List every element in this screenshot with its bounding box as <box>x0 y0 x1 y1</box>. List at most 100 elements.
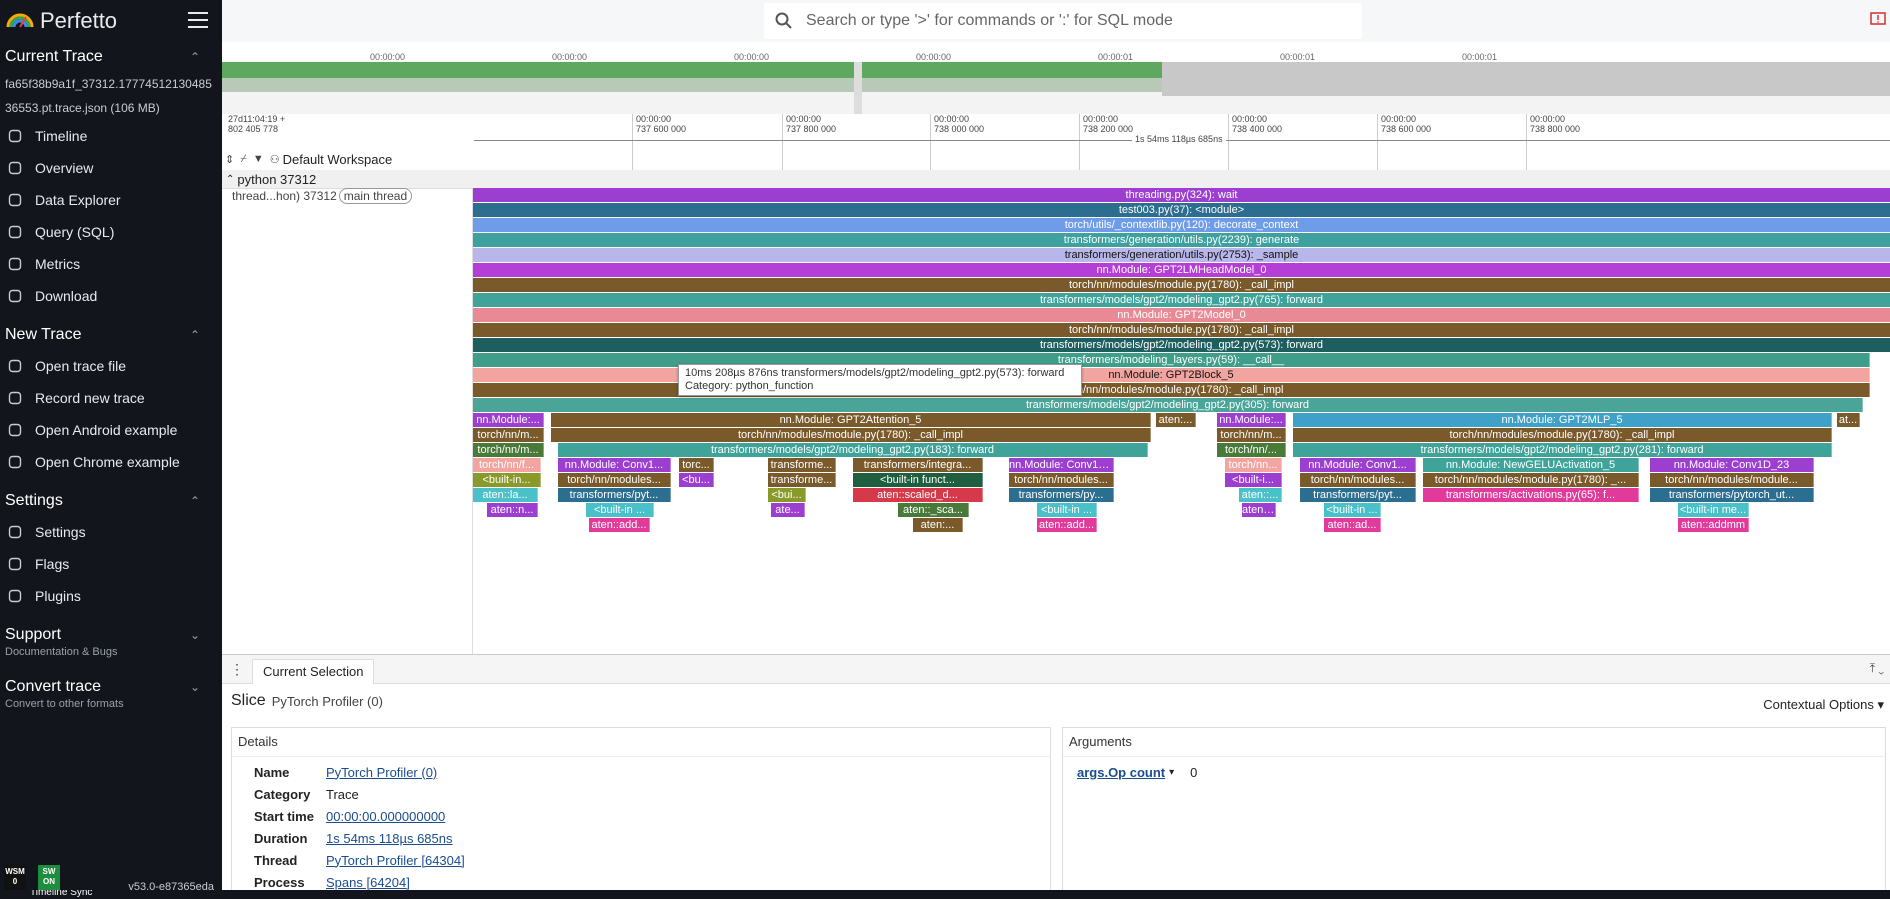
service-worker-badge[interactable]: SW ON <box>38 865 60 891</box>
chevron-down-icon[interactable]: ⌄ <box>189 680 200 694</box>
flame-slice[interactable]: <built-in me... <box>1678 503 1749 517</box>
flame-slice[interactable]: transformers/py... <box>1009 488 1114 502</box>
flame-slice[interactable]: nn.Module: NewGELUActivation_5 <box>1423 458 1639 472</box>
flame-slice[interactable]: aten::add... <box>1037 518 1097 532</box>
flame-slice[interactable]: torch/nn/modules/module.py(1780): _call_… <box>551 428 1151 442</box>
flame-slice[interactable]: <built-i... <box>1225 473 1282 487</box>
sidebar-item-download[interactable]: Download <box>0 280 222 312</box>
sidebar-item-settings[interactable]: Settings <box>0 516 222 548</box>
flame-slice[interactable]: transformers/pyt... <box>1300 488 1416 502</box>
overview-window-handle[interactable] <box>854 62 862 114</box>
flame-slice[interactable]: torch/nn/modules... <box>1300 473 1416 487</box>
time-axis[interactable]: 27d11:04:19 +802 405 778 00:00:00 737 600… <box>222 114 1890 171</box>
process-track-header[interactable]: ⌃ python 37312 <box>222 170 1890 189</box>
flame-slice[interactable]: <built-in funct... <box>853 473 983 487</box>
flame-slice[interactable]: aten::_sca... <box>898 503 969 517</box>
flame-slice[interactable]: torch/nn/modules/module.py(1780): _call_… <box>473 323 1890 337</box>
search-input[interactable] <box>804 11 1348 31</box>
sidebar-item-query-sql[interactable]: Query (SQL) <box>0 216 222 248</box>
flame-slice[interactable]: transformers/integra... <box>853 458 983 472</box>
flame-slice[interactable]: torch/nn/modules... <box>1009 473 1114 487</box>
sidebar-item-overview[interactable]: Overview <box>0 152 222 184</box>
flame-slice[interactable]: aten::ad... <box>1324 518 1381 532</box>
tab-current-selection[interactable]: Current Selection <box>252 659 375 684</box>
flame-slice[interactable]: transformers/models/gpt2/modeling_gpt2.p… <box>473 338 1890 352</box>
flame-slice[interactable]: <built-in ... <box>1324 503 1381 517</box>
flame-slice[interactable]: transformers/generation/utils.py(2753): … <box>473 248 1890 262</box>
flame-slice[interactable]: transformers/pytorch_ut... <box>1650 488 1814 502</box>
sidebar-item-plugins[interactable]: Plugins <box>0 580 222 612</box>
flame-slice[interactable]: nn.Module: Conv1... <box>558 458 671 472</box>
flame-slice[interactable]: aten::scaled_d... <box>853 488 983 502</box>
flame-slice[interactable]: aten::n... <box>487 503 538 517</box>
detail-value[interactable]: PyTorch Profiler [64304] <box>326 852 465 868</box>
chevron-up-icon[interactable]: ⌃ <box>189 328 200 342</box>
section-header[interactable]: Settings ⌃ <box>0 486 222 516</box>
flame-slice[interactable]: transformers/models/gpt2/modeling_gpt2.p… <box>1293 443 1832 457</box>
flame-slice[interactable]: torch/nn/modules... <box>558 473 671 487</box>
flame-slice[interactable]: aten::... <box>1239 488 1282 502</box>
flame-slice[interactable]: nn.Module: GPT2Attention_5 <box>551 413 1151 427</box>
flame-slice[interactable]: aten::addmm <box>1678 518 1749 532</box>
flame-slice[interactable]: aten::la... <box>473 488 538 502</box>
chevron-up-icon[interactable]: ⌃ <box>226 173 235 185</box>
flame-slice[interactable]: torch/nn/modules/module... <box>1650 473 1814 487</box>
collapse-all-icon[interactable]: ⇕ <box>225 153 235 166</box>
sidebar-item-open-chrome-example[interactable]: Open Chrome example <box>0 446 222 478</box>
flame-slice[interactable]: threading.py(324): wait <box>473 188 1890 202</box>
flame-slice[interactable]: transformers/models/gpt2/modeling_gpt2.p… <box>473 398 1863 412</box>
sidebar-item-flags[interactable]: Flags <box>0 548 222 580</box>
sidebar-item-open-android-example[interactable]: Open Android example <box>0 414 222 446</box>
flame-slice[interactable]: torch/nn/m... <box>473 443 544 457</box>
flame-slice[interactable]: torch/nn/modules/module.py(1780): _call_… <box>473 278 1890 292</box>
detail-value[interactable]: 00:00:00.000000000 <box>326 808 446 824</box>
flame-slice[interactable]: <built-in ... <box>586 503 654 517</box>
flame-slice[interactable]: nn.Module: GPT2Model_0 <box>473 308 1890 322</box>
flame-slice[interactable]: transformers/pyt... <box>558 488 671 502</box>
error-report-icon[interactable] <box>1870 12 1886 31</box>
detail-value[interactable]: PyTorch Profiler (0) <box>326 764 438 780</box>
flame-slice[interactable]: aten:... <box>913 518 963 532</box>
flame-slice[interactable]: torc... <box>679 458 714 472</box>
contextual-options-button[interactable]: Contextual Options ▾ <box>1763 697 1884 712</box>
more-vert-icon[interactable]: ⋮ <box>230 661 244 677</box>
omnibox[interactable] <box>764 3 1362 39</box>
unpin-icon[interactable]: ⌿ <box>240 152 247 165</box>
section-header[interactable]: Current Trace ⌃ <box>0 42 222 72</box>
flame-slice[interactable]: nn.Module:... <box>473 413 544 427</box>
flame-slice[interactable]: test003.py(37): <module> <box>473 203 1890 217</box>
flame-slice[interactable]: nn.Module: Conv1D_23 <box>1650 458 1814 472</box>
panel-collapse-icon[interactable]: ⤒ ⌄ <box>1869 661 1884 675</box>
flame-slice[interactable]: transformers/activations.py(65): f... <box>1423 488 1639 502</box>
chevron-down-icon[interactable]: ⌄ <box>189 628 200 642</box>
detail-value[interactable]: 1s 54ms 118µs 685ns <box>326 830 453 846</box>
sidebar-item-timeline[interactable]: Timeline <box>0 120 222 152</box>
arg-key[interactable]: args.Op count <box>1077 764 1166 780</box>
flame-slice[interactable]: torch/nn/m... <box>473 428 544 442</box>
flame-slice[interactable]: torch/nn/... <box>1217 443 1286 457</box>
flame-slice[interactable]: nn.Module: Conv1... <box>1300 458 1416 472</box>
thread-track-label[interactable]: thread...hon) 37312 main thread <box>232 188 413 204</box>
flame-slice[interactable]: transforme... <box>768 458 836 472</box>
filter-icon[interactable]: ▼ <box>252 153 264 165</box>
flame-slice[interactable]: nn.Module:... <box>1217 413 1286 427</box>
section-header[interactable]: New Trace ⌃ <box>0 320 222 350</box>
sidebar-item-open-trace-file[interactable]: Open trace file <box>0 350 222 382</box>
flame-slice[interactable]: aten:... <box>1156 413 1196 427</box>
timeline-overview[interactable]: 00:00:00 00:00:00 00:00:00 00:00:00 00:0… <box>222 42 1890 115</box>
section-header[interactable]: Support ⌄ <box>0 620 222 650</box>
flame-slice[interactable]: torch/nn/modules/module.py(1780): _call_… <box>1293 428 1832 442</box>
flame-slice[interactable]: torch/nn/f... <box>473 458 541 472</box>
sidebar-item-metrics[interactable]: Metrics <box>0 248 222 280</box>
flame-chart[interactable]: threading.py(324): wait test003.py(37): <… <box>472 188 1890 654</box>
flame-slice[interactable]: torch/nn/modules/module.py(1780): _... <box>1423 473 1639 487</box>
flame-slice[interactable]: at... <box>1837 413 1860 427</box>
flame-slice[interactable]: torch/nn... <box>1225 458 1282 472</box>
flame-slice[interactable]: nn.Module: GPT2MLP_5 <box>1293 413 1832 427</box>
arg-dropdown-icon[interactable]: ▾ <box>1169 766 1175 778</box>
hamburger-menu-icon[interactable] <box>188 12 208 33</box>
flame-slice[interactable]: aten::add... <box>589 518 650 532</box>
sidebar-item-record-new-trace[interactable]: Record new trace <box>0 382 222 414</box>
flame-slice[interactable]: transformers/models/gpt2/modeling_gpt2.p… <box>558 443 1148 457</box>
flame-slice[interactable]: ate... <box>771 503 805 517</box>
